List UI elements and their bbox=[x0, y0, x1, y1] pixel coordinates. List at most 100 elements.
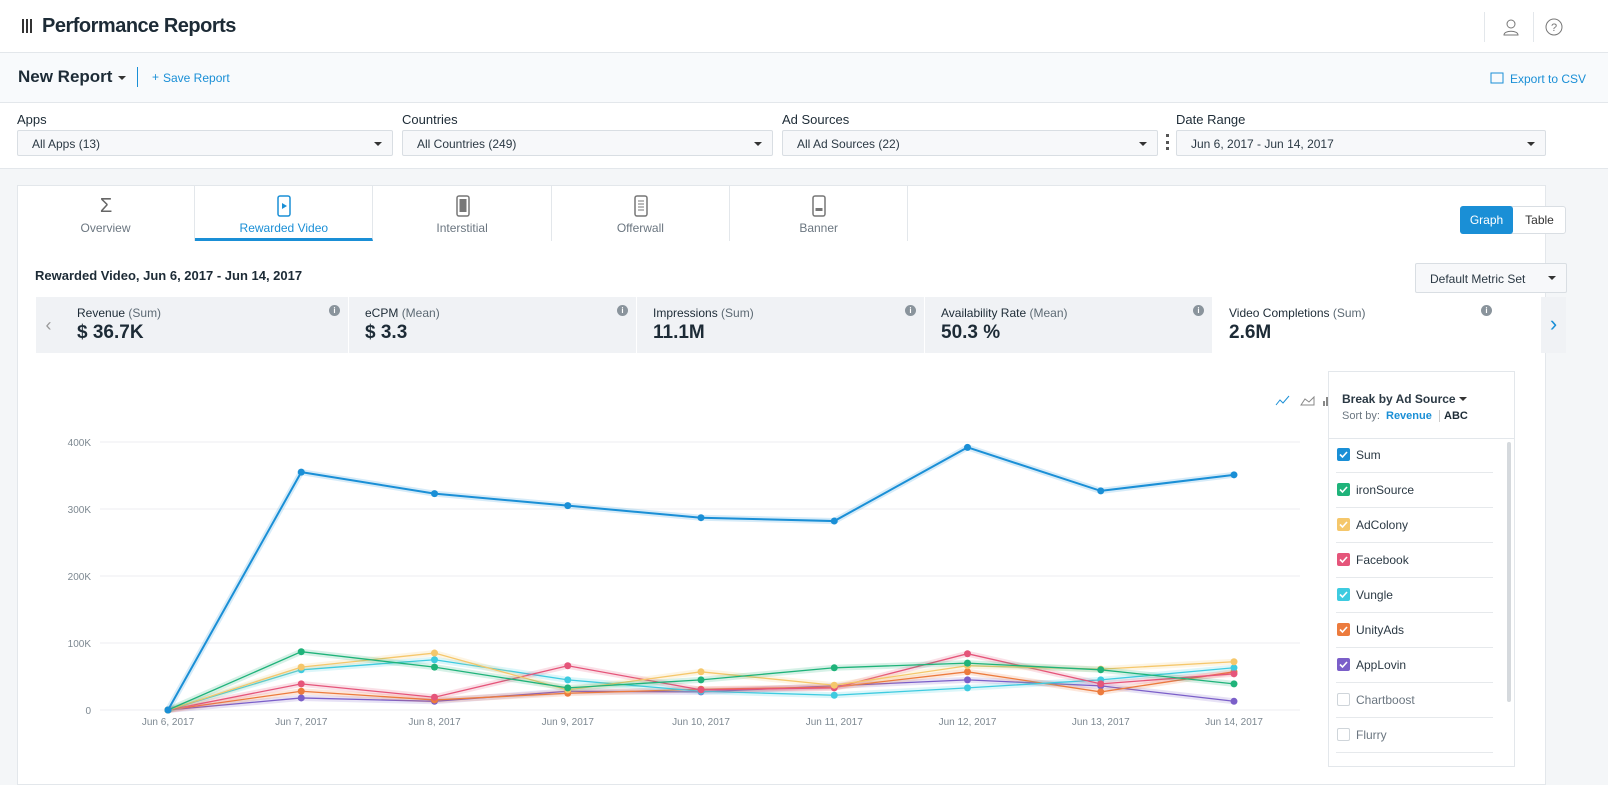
legend-label: Vungle bbox=[1356, 588, 1393, 602]
x-tick-label: Jun 7, 2017 bbox=[275, 717, 328, 728]
menu-icon[interactable] bbox=[22, 19, 32, 33]
filter-value: All Ad Sources (22) bbox=[797, 137, 900, 151]
filter-select[interactable]: Jun 6, 2017 - Jun 14, 2017 bbox=[1176, 130, 1546, 156]
svg-text:?: ? bbox=[1551, 22, 1557, 34]
filter-select[interactable]: All Ad Sources (22) bbox=[782, 130, 1158, 156]
tab[interactable]: Rewarded Video bbox=[195, 185, 374, 241]
data-point bbox=[1230, 664, 1238, 672]
legend-checkbox bbox=[1337, 588, 1350, 601]
data-point bbox=[697, 686, 705, 694]
prev-arrow[interactable]: ‹ bbox=[36, 297, 61, 353]
legend-item[interactable]: Vungle bbox=[1336, 578, 1493, 613]
legend-item[interactable]: UnityAds bbox=[1336, 613, 1493, 648]
data-point bbox=[297, 687, 305, 695]
legend-checkbox bbox=[1337, 448, 1350, 461]
tab-label: Interstitial bbox=[436, 221, 488, 235]
svg-text:Σ: Σ bbox=[100, 195, 112, 217]
tab[interactable]: Offerwall bbox=[552, 185, 730, 241]
info-icon: i bbox=[1481, 305, 1492, 316]
data-point bbox=[964, 443, 971, 451]
metric-title: Revenue bbox=[77, 306, 126, 320]
legend-label: Chartboost bbox=[1356, 693, 1415, 707]
metric-card[interactable]: Impressions (Sum) 11.1M i bbox=[637, 297, 925, 353]
legend-item[interactable]: ironSource bbox=[1336, 473, 1493, 508]
filter-select[interactable]: All Countries (249) bbox=[402, 130, 773, 156]
more-dots bbox=[1166, 134, 1169, 150]
data-point bbox=[697, 676, 705, 684]
sort-revenue[interactable]: Revenue bbox=[1386, 410, 1432, 422]
metric-agg: (Mean) bbox=[401, 306, 440, 320]
data-point bbox=[1097, 487, 1105, 495]
data-point bbox=[1230, 471, 1238, 479]
y-tick-label: 300K bbox=[68, 505, 92, 516]
save-report[interactable]: Save Report bbox=[163, 71, 230, 85]
legend-label: Flurry bbox=[1356, 728, 1387, 742]
legend-label: AppLovin bbox=[1356, 658, 1407, 672]
metric-set[interactable]: Default Metric Set bbox=[1415, 263, 1567, 293]
filter-value: Jun 6, 2017 - Jun 14, 2017 bbox=[1191, 137, 1334, 151]
legend-checkbox bbox=[1337, 483, 1350, 496]
legend-item[interactable]: Chartboost bbox=[1336, 683, 1493, 718]
info-icon: i bbox=[329, 305, 340, 316]
legend-label: Facebook bbox=[1356, 553, 1409, 567]
tab-label: Banner bbox=[799, 221, 839, 235]
metric-agg: (Sum) bbox=[1332, 306, 1366, 320]
metric-agg: (Sum) bbox=[128, 306, 162, 320]
y-tick-label: 100K bbox=[68, 639, 92, 650]
tab-icon bbox=[634, 195, 648, 217]
metric-card[interactable]: Availability Rate (Mean) 50.3 % i bbox=[925, 297, 1213, 353]
user-icon[interactable] bbox=[1502, 18, 1520, 36]
data-point bbox=[830, 517, 838, 525]
data-point bbox=[431, 490, 438, 498]
sort-label: Sort by: bbox=[1342, 410, 1380, 422]
data-point bbox=[431, 649, 438, 657]
report-name[interactable]: New Report bbox=[18, 67, 113, 86]
next-arrow[interactable]: › bbox=[1541, 297, 1566, 353]
metric-card[interactable]: Revenue (Sum) $ 36.7K i bbox=[61, 297, 349, 353]
data-point bbox=[830, 691, 838, 699]
x-tick-label: Jun 9, 2017 bbox=[542, 717, 595, 728]
tab[interactable]: Interstitial bbox=[374, 185, 552, 241]
legend-item[interactable]: Facebook bbox=[1336, 543, 1493, 578]
filter-select[interactable]: All Apps (13) bbox=[17, 130, 393, 156]
metric-name: Revenue (Sum) bbox=[77, 306, 348, 320]
legend-label: ironSource bbox=[1356, 483, 1415, 497]
help-icon[interactable]: ? bbox=[1545, 18, 1563, 36]
metric-name: eCPM (Mean) bbox=[365, 306, 636, 320]
sort-abc[interactable]: ABC bbox=[1439, 410, 1468, 422]
x-tick-label: Jun 12, 2017 bbox=[939, 717, 997, 728]
data-point bbox=[1097, 688, 1105, 696]
legend-item[interactable]: AdColony bbox=[1336, 508, 1493, 543]
data-point bbox=[964, 676, 971, 684]
legend-item[interactable]: AppLovin bbox=[1336, 648, 1493, 683]
export-csv[interactable]: Export to CSV bbox=[1510, 72, 1587, 86]
metric-name: Impressions (Sum) bbox=[653, 306, 924, 320]
break-by[interactable]: Break by Ad Source bbox=[1342, 392, 1456, 406]
legend-item[interactable]: Flurry bbox=[1336, 718, 1493, 753]
legend-label: Sum bbox=[1356, 448, 1381, 462]
metric-agg: (Mean) bbox=[1029, 306, 1068, 320]
data-point bbox=[1230, 670, 1238, 678]
metric-title: Impressions bbox=[653, 306, 718, 320]
legend-item[interactable]: Sum bbox=[1336, 438, 1493, 473]
legend-checkbox bbox=[1337, 518, 1350, 531]
save-plus: + bbox=[152, 70, 160, 84]
toggle-button[interactable]: Table bbox=[1525, 213, 1554, 227]
metric-value: 50.3 % bbox=[941, 322, 1001, 343]
toggle-button[interactable]: Graph bbox=[1460, 206, 1513, 234]
tab[interactable]: Σ Overview bbox=[17, 185, 195, 241]
metric-card[interactable]: eCPM (Mean) $ 3.3 i bbox=[349, 297, 637, 353]
metric-title: Video Completions bbox=[1229, 306, 1330, 320]
data-point bbox=[431, 656, 438, 664]
scrollbar bbox=[1507, 442, 1511, 702]
y-tick-label: 200K bbox=[68, 572, 92, 583]
metric-agg: (Sum) bbox=[721, 306, 754, 320]
legend-checkbox bbox=[1337, 658, 1350, 671]
metric-value: $ 3.3 bbox=[365, 322, 408, 343]
info-icon: i bbox=[617, 305, 628, 316]
metric-card[interactable]: Video Completions (Sum) 2.6M i bbox=[1213, 297, 1501, 353]
tab[interactable]: Banner bbox=[730, 185, 909, 241]
tab-label: Rewarded Video bbox=[239, 221, 329, 235]
x-tick-label: Jun 8, 2017 bbox=[408, 717, 461, 728]
